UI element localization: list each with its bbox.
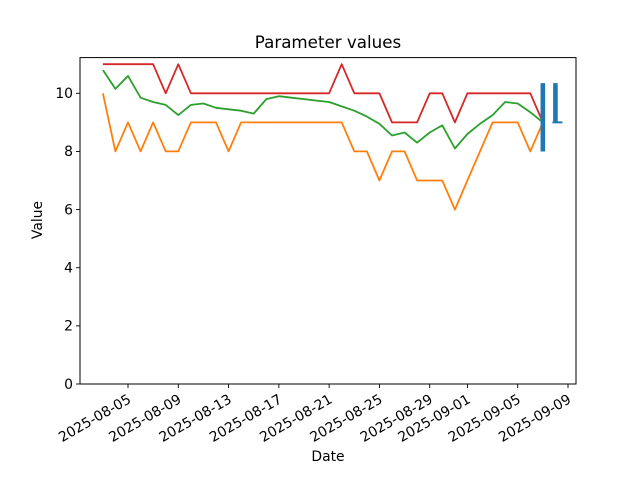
chart-title: Parameter values xyxy=(255,32,401,52)
y-tick-label: 0 xyxy=(64,377,73,393)
x-axis-label: Date xyxy=(311,449,344,465)
series-line-red xyxy=(102,63,544,124)
series-line-green xyxy=(102,69,544,150)
y-tick-label: 6 xyxy=(64,202,73,218)
axes-frame xyxy=(79,57,577,385)
y-tick-label: 4 xyxy=(64,261,73,277)
series-layer xyxy=(102,63,563,211)
y-tick-label: 10 xyxy=(55,86,73,102)
y-tick-label: 8 xyxy=(64,144,73,160)
series-line-orange xyxy=(102,93,544,211)
y-tick-label: 2 xyxy=(64,319,73,335)
y-axis-label: Value xyxy=(30,201,46,239)
